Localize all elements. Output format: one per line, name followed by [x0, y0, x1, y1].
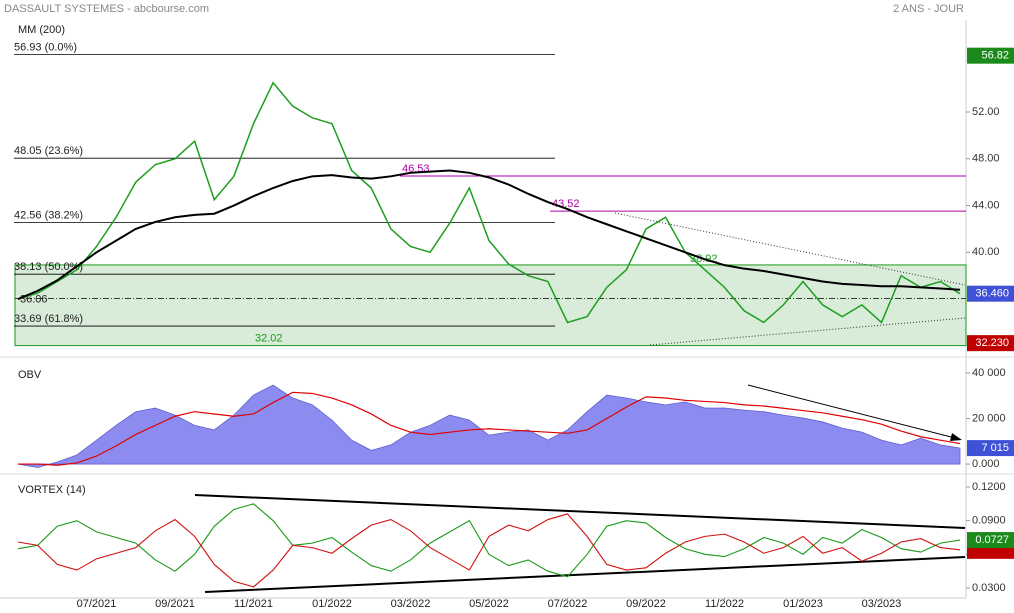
legend-ma: MM (200): [18, 24, 65, 36]
panel-title: VORTEX (14): [18, 484, 86, 496]
ma-line: [17, 169, 961, 300]
fib-label: 48.05 (23.6%): [14, 145, 83, 157]
trendline: [204, 556, 966, 593]
x-tick-label: 09/2022: [626, 598, 666, 610]
x-tick-label: 07/2022: [548, 598, 588, 610]
trendline: [614, 212, 966, 286]
y-tick-label: 0.1200: [972, 481, 1006, 493]
x-tick-label: 11/2022: [705, 598, 744, 610]
trend-arrow: [747, 384, 956, 439]
fib-label: 56.93 (0.0%): [14, 41, 77, 53]
y-tick-label: 0.000: [972, 458, 1000, 470]
x-tick-label: 01/2022: [312, 598, 352, 610]
x-tick-label: 11/2021: [234, 598, 273, 610]
obv-ma-line: [18, 391, 961, 466]
y-tick-label: 44.00: [972, 199, 1000, 211]
y-tick-label: 40 000: [972, 367, 1006, 379]
obv-area: [17, 384, 961, 468]
y-tick-label: 20 000: [972, 412, 1006, 424]
chart-title: DASSAULT SYSTEMES - abcbourse.com: [4, 3, 209, 15]
zone-label: 32.02: [255, 333, 283, 345]
arrow-head: [950, 433, 962, 441]
vortex-line: [17, 513, 961, 588]
y-tick-label: 0.0300: [972, 582, 1006, 594]
vortex-line: [17, 503, 961, 578]
fib-label: 42.56 (38.2%): [14, 209, 83, 221]
chart-subtitle: 2 ANS - JOUR: [893, 3, 964, 15]
high-box-label: 56.82: [981, 50, 1009, 62]
price-line: [17, 81, 961, 324]
last-box-label: 36.460: [975, 288, 1009, 300]
panel-title: OBV: [18, 369, 42, 381]
y-tick-label: 52.00: [972, 106, 1000, 118]
y-tick-label: 48.00: [972, 153, 1000, 165]
last-box-label: 7 015: [981, 442, 1009, 454]
last-box: [967, 532, 1014, 549]
x-tick-label: 07/2021: [77, 598, 117, 610]
x-tick-label: 09/2021: [155, 598, 195, 610]
low-box: [967, 335, 1014, 352]
last-box: [967, 285, 1014, 302]
x-tick-label: 03/2023: [862, 598, 902, 610]
x-tick-label: 05/2022: [469, 598, 509, 610]
x-tick-label: 03/2022: [391, 598, 431, 610]
last-box: [967, 440, 1014, 457]
y-tick-label: 0.0900: [972, 515, 1006, 527]
last-box-label: 0.0727: [975, 534, 1009, 546]
trendline: [194, 494, 966, 529]
low-box-label: 32.230: [975, 337, 1009, 349]
last-box: [967, 546, 1014, 559]
fib-label: 38.13 (50.0%): [14, 261, 83, 273]
resistance-label: 43.52: [552, 198, 580, 210]
high-box: [967, 47, 1014, 64]
y-tick-label: 40.00: [972, 246, 1000, 258]
x-tick-label: 01/2023: [783, 598, 823, 610]
fib-label: 33.69 (61.8%): [14, 313, 83, 325]
